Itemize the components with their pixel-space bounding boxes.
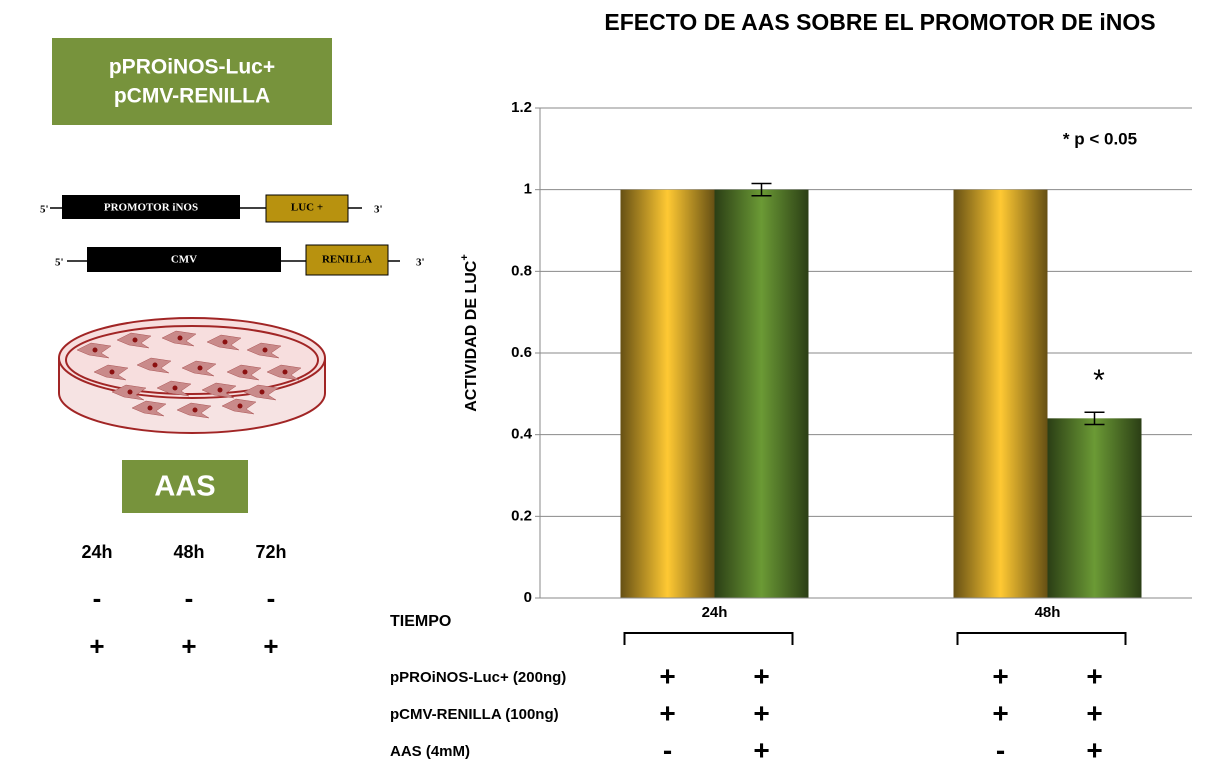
cell-nucleus <box>197 365 203 371</box>
cell-nucleus <box>152 362 158 368</box>
cell-nucleus <box>282 369 288 375</box>
group-bracket <box>956 632 1127 645</box>
cell-nucleus <box>262 347 268 353</box>
condition-mark: - <box>663 734 672 763</box>
treatment-mark: + <box>181 631 196 661</box>
cell-nucleus <box>217 387 223 393</box>
y-axis-label-sup: + <box>459 254 471 260</box>
treatment-mark: + <box>263 631 278 661</box>
y-axis-label-main: ACTIVIDAD DE LUC <box>463 260 480 412</box>
gene-label: LUC + <box>291 202 323 214</box>
cell-nucleus <box>132 337 138 343</box>
condition-label: AAS (4mM) <box>390 743 470 760</box>
five-prime: 5' <box>55 257 64 269</box>
header-line: pCMV-RENILLA <box>114 85 270 108</box>
header-line: pPROiNOS-Luc+ <box>109 56 275 79</box>
culture-dish <box>58 317 326 434</box>
cell-nucleus <box>147 405 153 411</box>
cell-nucleus <box>172 385 178 391</box>
x-tick-label: 24h <box>702 604 728 621</box>
cell-nucleus <box>92 347 98 353</box>
promoter-box <box>87 247 281 272</box>
time-label: 72h <box>255 542 286 562</box>
treatment-mark: + <box>89 631 104 661</box>
cell-nucleus <box>192 407 198 413</box>
time-label: 48h <box>173 542 204 562</box>
promoter-box <box>62 195 240 219</box>
cell-nucleus <box>177 335 183 341</box>
cell-nucleus <box>242 369 248 375</box>
conditions-title: TIEMPO <box>390 613 451 630</box>
y-axis-label: ACTIVIDAD DE LUC+ <box>459 254 480 412</box>
condition-mark: + <box>753 660 769 691</box>
error-bar <box>751 182 772 197</box>
treatment-mark: - <box>93 583 102 613</box>
cell-nucleus <box>127 389 133 395</box>
y-tick-label: 0.6 <box>511 344 532 361</box>
y-tick-label: 1 <box>524 181 532 198</box>
cell-nucleus <box>259 389 265 395</box>
y-tick-label: 0.2 <box>511 507 532 524</box>
condition-label: pPROiNOS-Luc+ (200ng) <box>390 669 566 686</box>
y-tick-label: 0 <box>524 589 532 606</box>
y-tick-label: 0.8 <box>511 262 532 279</box>
promoter-label: PROMOTOR iNOS <box>104 202 198 214</box>
time-label: 24h <box>81 542 112 562</box>
bar <box>714 189 809 598</box>
chart-title: EFECTO DE AAS SOBRE EL PROMOTOR DE iNOS <box>604 9 1156 35</box>
condition-label: pCMV-RENILLA (100ng) <box>390 706 559 723</box>
promoter-label: CMV <box>171 254 197 266</box>
three-prime: 3' <box>374 204 383 216</box>
three-prime: 3' <box>416 257 425 269</box>
condition-mark: + <box>753 734 769 763</box>
bar <box>953 189 1048 598</box>
cell-nucleus <box>109 369 115 375</box>
condition-mark: + <box>659 660 675 691</box>
cell-nucleus <box>237 403 243 409</box>
treatment-box <box>122 460 248 513</box>
x-tick-label: 48h <box>1035 604 1061 621</box>
y-tick-label: 1.2 <box>511 99 532 116</box>
significance-star: * <box>1093 364 1105 397</box>
condition-mark: + <box>1086 734 1102 763</box>
bar <box>1047 418 1142 598</box>
group-bracket <box>623 632 794 645</box>
cells <box>76 330 302 419</box>
annotation: * p < 0.05 <box>1063 129 1137 148</box>
gene-box <box>305 244 389 276</box>
treatment-label: AAS <box>154 471 215 503</box>
condition-mark: + <box>992 697 1008 728</box>
treatment-mark: - <box>185 583 194 613</box>
treatment-mark: - <box>267 583 276 613</box>
condition-mark: + <box>753 697 769 728</box>
condition-mark: + <box>1086 697 1102 728</box>
gene-box <box>265 194 349 223</box>
y-tick-label: 0.4 <box>511 426 533 443</box>
five-prime: 5' <box>40 204 49 216</box>
condition-mark: + <box>992 660 1008 691</box>
condition-mark: - <box>996 734 1005 763</box>
bar <box>620 189 715 598</box>
error-bar <box>1084 411 1105 426</box>
condition-mark: + <box>659 697 675 728</box>
header-box <box>52 38 332 125</box>
condition-mark: + <box>1086 660 1102 691</box>
time-table: 24h 48h 72h - - - + + + <box>81 542 286 661</box>
gene-label: RENILLA <box>322 254 372 266</box>
cell-nucleus <box>222 339 228 345</box>
